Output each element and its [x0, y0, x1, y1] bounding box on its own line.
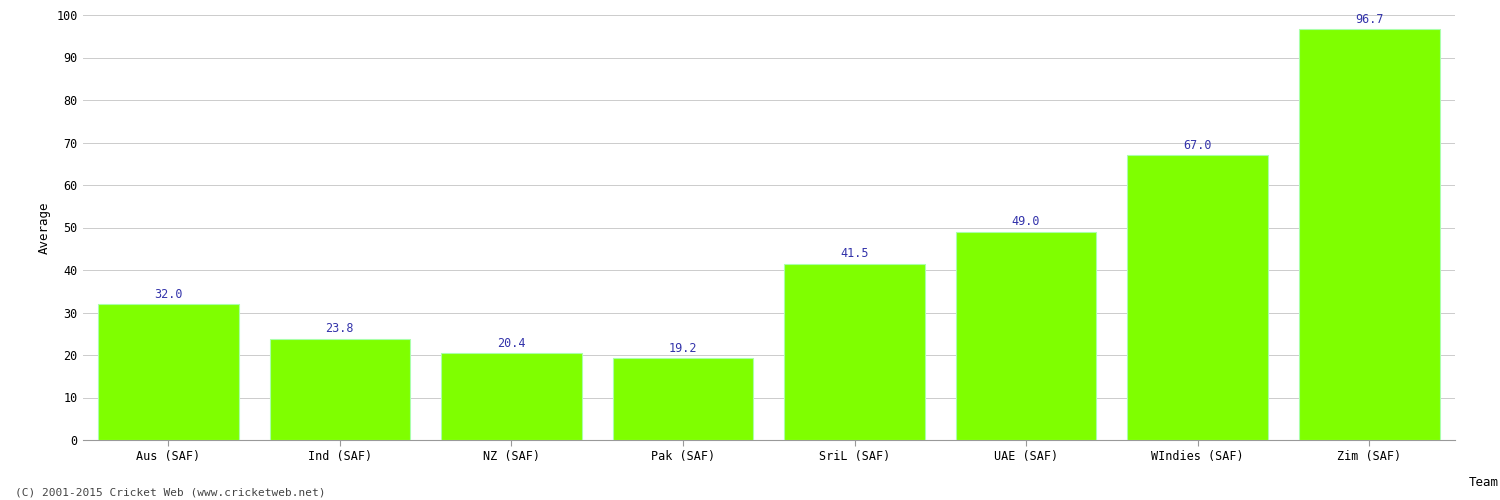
- Bar: [98, 304, 238, 440]
- Bar: [1128, 155, 1268, 440]
- Text: 49.0: 49.0: [1013, 216, 1041, 228]
- Bar: [612, 358, 753, 440]
- Text: 20.4: 20.4: [496, 337, 525, 350]
- Text: 67.0: 67.0: [1184, 139, 1212, 152]
- Text: (C) 2001-2015 Cricket Web (www.cricketweb.net): (C) 2001-2015 Cricket Web (www.cricketwe…: [15, 488, 326, 498]
- Bar: [1299, 29, 1440, 440]
- Y-axis label: Average: Average: [38, 201, 51, 254]
- Text: 32.0: 32.0: [154, 288, 183, 300]
- Text: 41.5: 41.5: [840, 247, 868, 260]
- Bar: [784, 264, 926, 440]
- Text: 19.2: 19.2: [669, 342, 698, 355]
- Text: 96.7: 96.7: [1354, 12, 1383, 26]
- Text: Team: Team: [1468, 476, 1498, 489]
- Bar: [441, 354, 582, 440]
- Text: 23.8: 23.8: [326, 322, 354, 336]
- Bar: [956, 232, 1096, 440]
- Bar: [270, 339, 410, 440]
